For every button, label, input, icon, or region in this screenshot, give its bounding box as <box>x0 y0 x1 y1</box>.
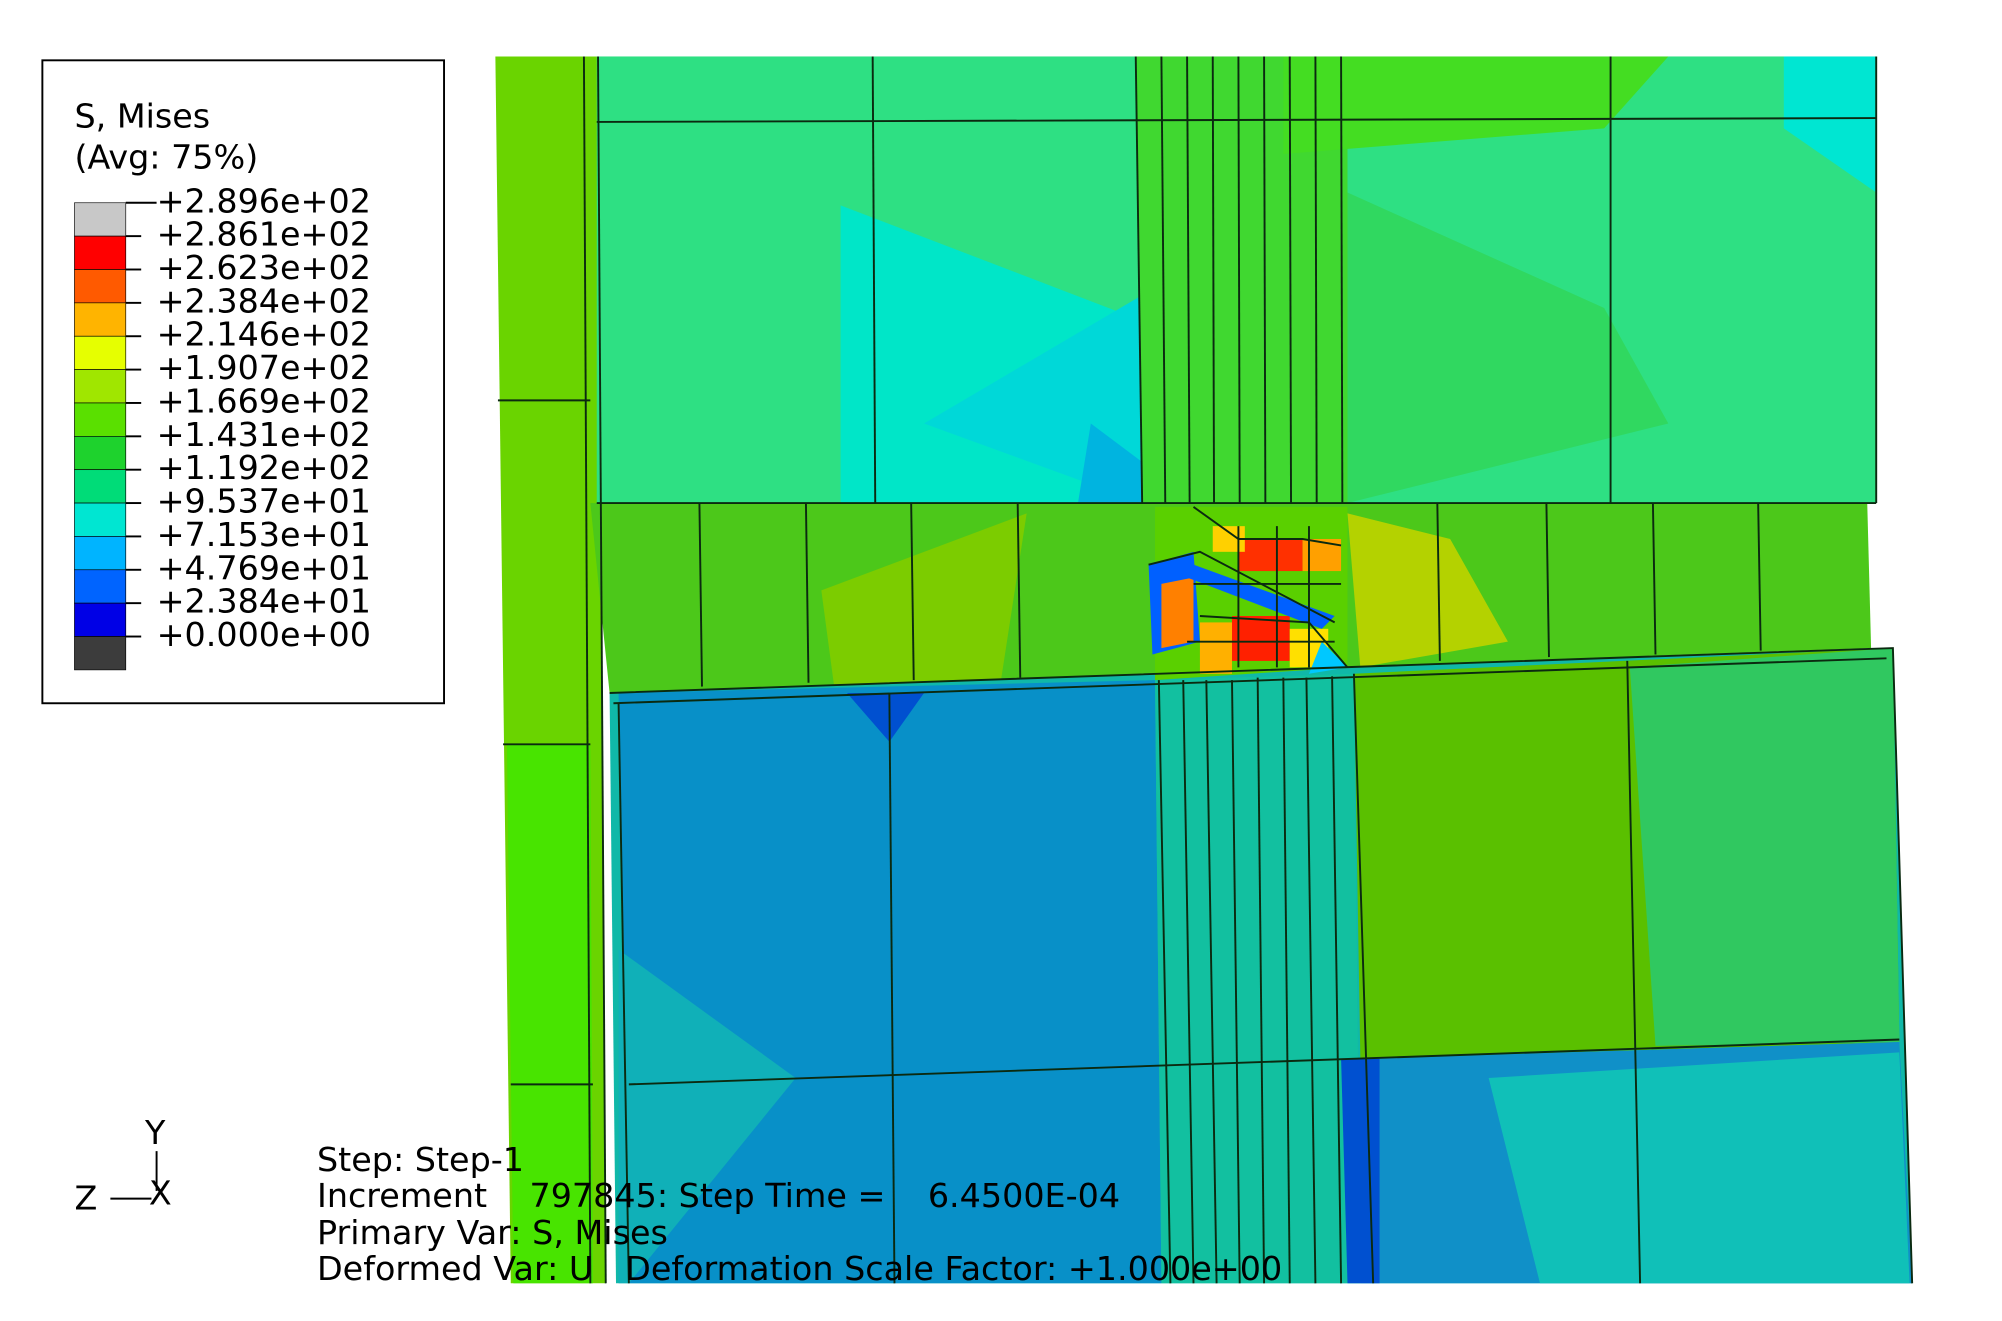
status-info: Step: Step-1 Increment 797845: Step Time… <box>317 1140 1282 1288</box>
legend-swatch <box>74 502 127 537</box>
legend-swatch <box>74 335 127 370</box>
legend-label: +2.146e+02 <box>157 315 371 354</box>
contour-model <box>495 56 1914 1284</box>
legend-label: +2.896e+02 <box>157 181 371 220</box>
triad-y: Y <box>144 1113 166 1152</box>
legend-swatch <box>74 536 127 571</box>
legend-label: +1.431e+02 <box>157 415 371 454</box>
legend-swatch <box>74 302 127 337</box>
triad-z: Z <box>74 1178 97 1217</box>
info-deformed-var: Deformed Var: U Deformation Scale Factor… <box>317 1249 1282 1288</box>
legend-label: +2.384e+01 <box>157 582 371 621</box>
triad-x: X <box>149 1173 172 1212</box>
legend-swatch <box>74 369 127 404</box>
legend-swatch <box>74 469 127 504</box>
info-step: Step: Step-1 <box>317 1140 524 1179</box>
legend-label: +9.537e+01 <box>157 482 371 521</box>
legend-label: +2.861e+02 <box>157 215 371 254</box>
legend-label: +2.384e+02 <box>157 281 371 320</box>
legend-swatch <box>74 636 127 671</box>
legend-label: +7.153e+01 <box>157 515 371 554</box>
legend-label: +1.669e+02 <box>157 381 371 420</box>
legend-label: +0.000e+00 <box>157 615 371 654</box>
legend-label: +2.623e+02 <box>157 248 371 287</box>
axis-triad: Y X Z <box>74 1113 171 1217</box>
info-increment: Increment 797845: Step Time = 6.4500E-04 <box>317 1176 1120 1215</box>
legend-swatch <box>74 402 127 437</box>
legend-swatch <box>74 235 127 270</box>
legend-swatch <box>74 602 127 637</box>
legend-swatch <box>74 269 127 304</box>
legend-swatch <box>74 202 127 237</box>
legend-label: +1.907e+02 <box>157 348 371 387</box>
legend-label: +1.192e+02 <box>157 448 371 487</box>
legend-subtitle: (Avg: 75%) <box>74 138 258 177</box>
legend-entries: +2.896e+02+2.861e+02+2.623e+02+2.384e+02… <box>74 181 371 671</box>
legend-swatch <box>74 569 127 604</box>
legend-swatch <box>74 436 127 471</box>
info-primary-var: Primary Var: S, Mises <box>317 1213 668 1252</box>
legend-title: S, Mises <box>74 97 210 136</box>
legend-label: +4.769e+01 <box>157 548 371 587</box>
